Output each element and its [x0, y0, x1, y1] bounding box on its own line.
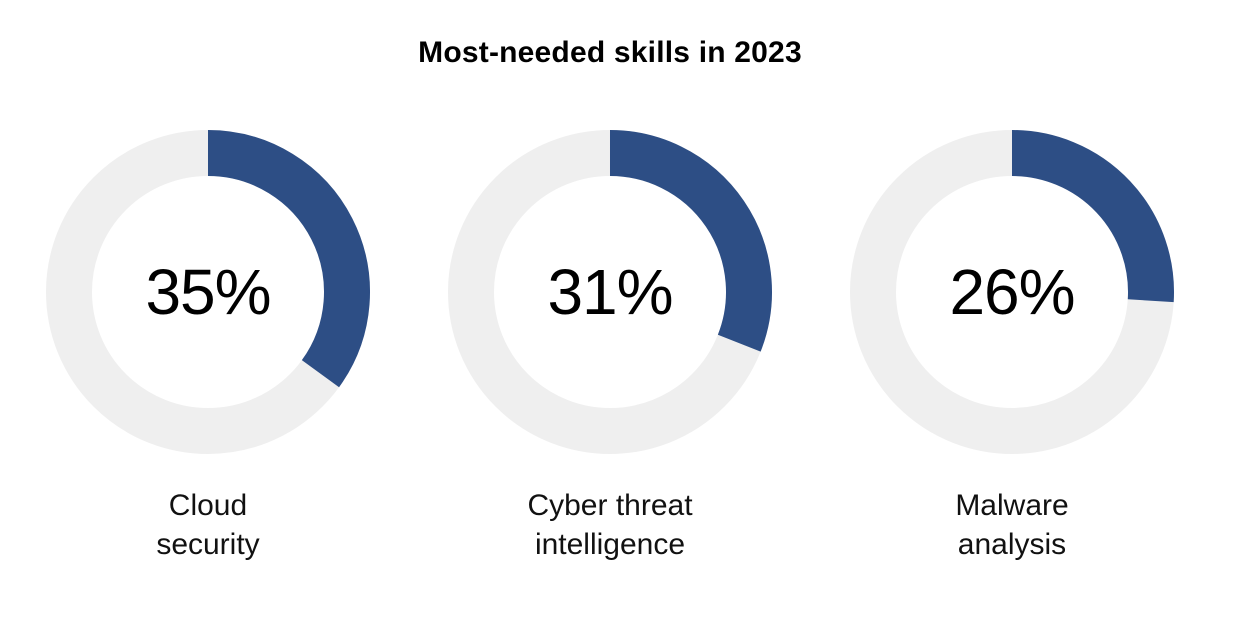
donut-svg — [46, 130, 370, 454]
donut-svg — [448, 130, 772, 454]
donut-label-malware-analysis: Malware analysis — [842, 486, 1182, 564]
donut-value: 31% — [547, 256, 673, 328]
label-line: security — [156, 528, 260, 561]
donut-chart-cyber-threat-intelligence: 31% — [440, 122, 780, 462]
label-line: analysis — [957, 528, 1067, 561]
donut-svg — [850, 130, 1174, 454]
donut-value: 35% — [145, 256, 271, 328]
donut-chart-malware-analysis: 26% — [842, 122, 1182, 462]
donut-label-cloud-security: Cloud security — [38, 486, 378, 564]
donut-chart-cloud-security: 35% — [38, 122, 378, 462]
donut-label-cyber-threat-intelligence: Cyber threat intelligence — [440, 486, 780, 564]
donut-segment-cyber-threat-intelligence — [609, 130, 772, 352]
label-line: intelligence — [534, 528, 686, 561]
label-line: Cyber threat — [527, 489, 693, 522]
donut-value: 26% — [949, 256, 1075, 328]
label-line: Malware — [955, 489, 1069, 522]
donut-segment-cloud-security — [207, 130, 370, 388]
donut-segment-malware-analysis — [1011, 130, 1174, 303]
chart-title: Most-needed skills in 2023 — [418, 36, 802, 69]
label-line: Cloud — [168, 489, 248, 522]
